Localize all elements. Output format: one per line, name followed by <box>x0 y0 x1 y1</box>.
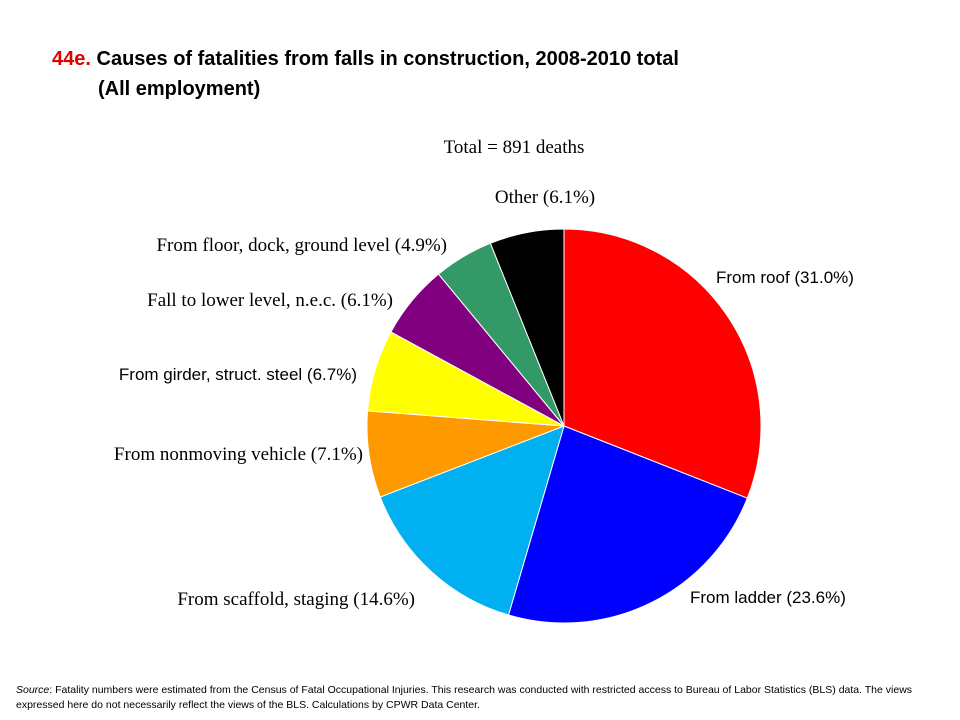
source-text: : Fatality numbers were estimated from t… <box>16 684 913 711</box>
source-label: Source <box>16 684 50 696</box>
label-from-nonmoving-vehicle: From nonmoving vehicle (7.1%) <box>114 444 363 465</box>
source-note: Source: Fatality numbers were estimated … <box>16 683 946 713</box>
title-line-1: Causes of fatalities from falls in const… <box>96 48 679 70</box>
slice-from-roof <box>563 228 762 499</box>
label-from-girder-struct-steel: From girder, struct. steel (6.7%) <box>119 365 357 384</box>
label-from-scaffold-staging: From scaffold, staging (14.6%) <box>177 589 415 610</box>
slice-from-ladder <box>507 425 748 624</box>
label-from-ladder: From ladder (23.6%) <box>690 588 846 607</box>
label-other: Other (6.1%) <box>495 187 595 208</box>
slice-from-scaffold-staging <box>379 425 565 616</box>
pie-slices <box>366 228 762 624</box>
chart-title: 44e. Causes of fatalities from falls in … <box>52 44 679 104</box>
label-fall-to-lower-level-n-e-c: Fall to lower level, n.e.c. (6.1%) <box>147 290 393 311</box>
pie-labels: From roof (31.0%) From ladder (23.6%) From… <box>114 187 854 610</box>
label-from-roof: From roof (31.0%) <box>716 268 854 287</box>
title-line-2: (All employment) <box>98 78 261 100</box>
chart-subtitle: Total = 891 deaths <box>443 137 585 158</box>
slice-other <box>489 228 565 427</box>
label-from-floor-dock-ground-level: From floor, dock, ground level (4.9%) <box>156 235 447 256</box>
title-number: 44e. <box>52 48 91 70</box>
